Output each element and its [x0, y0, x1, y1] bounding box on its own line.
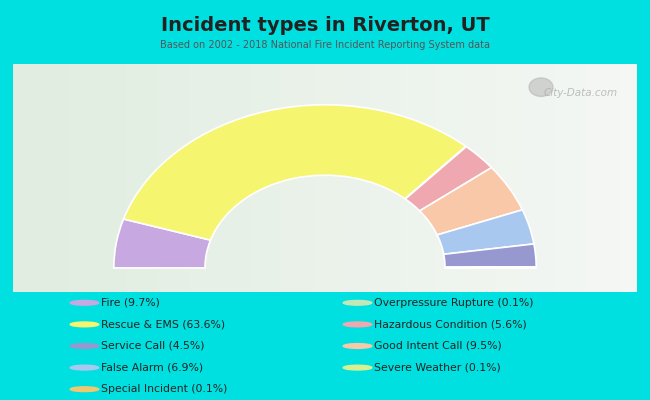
Text: False Alarm (6.9%): False Alarm (6.9%) — [101, 362, 203, 373]
Text: Incident types in Riverton, UT: Incident types in Riverton, UT — [161, 16, 489, 35]
Text: Rescue & EMS (63.6%): Rescue & EMS (63.6%) — [101, 319, 225, 330]
Circle shape — [70, 300, 99, 305]
Text: Service Call (4.5%): Service Call (4.5%) — [101, 341, 204, 351]
Text: City-Data.com: City-Data.com — [543, 88, 618, 98]
Text: Hazardous Condition (5.6%): Hazardous Condition (5.6%) — [374, 319, 526, 330]
Text: Good Intent Call (9.5%): Good Intent Call (9.5%) — [374, 341, 502, 351]
Wedge shape — [445, 267, 536, 268]
Circle shape — [529, 78, 553, 96]
Circle shape — [343, 322, 372, 327]
Circle shape — [343, 344, 372, 348]
Text: Fire (9.7%): Fire (9.7%) — [101, 298, 160, 308]
Text: Special Incident (0.1%): Special Incident (0.1%) — [101, 384, 227, 394]
Wedge shape — [437, 210, 534, 254]
Wedge shape — [445, 267, 536, 268]
Text: Severe Weather (0.1%): Severe Weather (0.1%) — [374, 362, 500, 373]
Circle shape — [70, 365, 99, 370]
Circle shape — [70, 387, 99, 392]
Circle shape — [70, 322, 99, 327]
Circle shape — [70, 344, 99, 348]
Wedge shape — [406, 147, 491, 211]
Wedge shape — [405, 146, 466, 199]
Circle shape — [343, 300, 372, 305]
Text: Overpressure Rupture (0.1%): Overpressure Rupture (0.1%) — [374, 298, 533, 308]
Circle shape — [343, 365, 372, 370]
Wedge shape — [114, 219, 211, 268]
Text: Based on 2002 - 2018 National Fire Incident Reporting System data: Based on 2002 - 2018 National Fire Incid… — [160, 40, 490, 50]
Wedge shape — [444, 244, 536, 267]
Wedge shape — [124, 105, 466, 240]
Wedge shape — [420, 168, 523, 235]
